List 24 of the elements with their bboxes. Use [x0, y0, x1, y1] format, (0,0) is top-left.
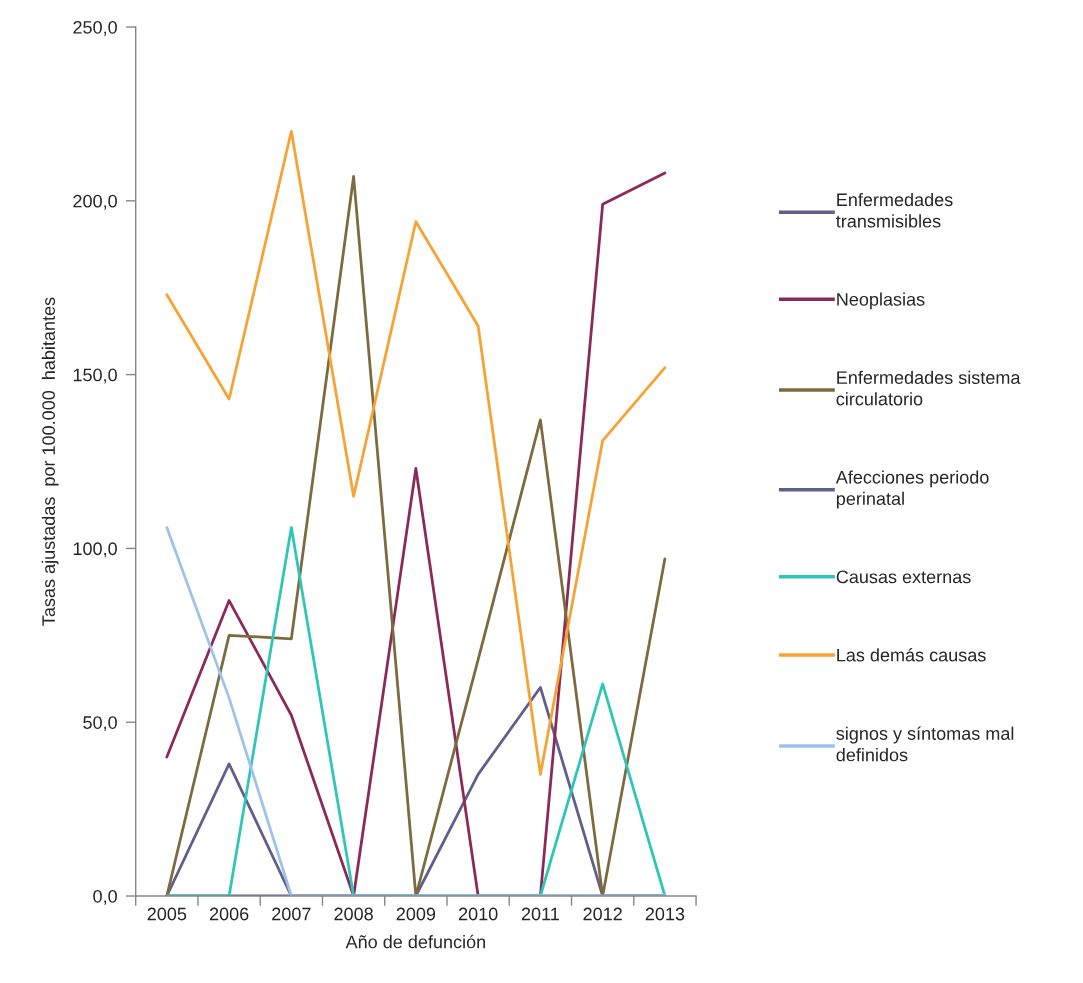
legend-label: Las demás causas — [837, 648, 986, 662]
legend-label: Enfermedades sistema circulatorio — [836, 370, 1021, 406]
x-tick-label: 2013 — [645, 907, 685, 921]
y-axis-title: Tasas ajustadas por 100.000 habitantes — [41, 297, 59, 626]
x-tick-label: 2008 — [334, 907, 373, 921]
y-tick-label: 100,0 — [73, 542, 117, 558]
x-tick-label: 2012 — [583, 907, 622, 921]
x-axis-title: Año de defunción — [345, 934, 485, 949]
y-tick-label: 200,0 — [73, 194, 117, 210]
y-tick-label: 250,0 — [73, 20, 117, 36]
x-tick-label: 2006 — [209, 907, 249, 921]
x-tick-label: 2007 — [272, 907, 311, 921]
y-tick-label: 50,0 — [83, 716, 117, 732]
x-tick-label: 2005 — [147, 907, 187, 921]
legend-label: signos y síntomas mal definidos — [836, 726, 1014, 762]
legend-label: Causas externas — [836, 570, 971, 584]
legend-label: Neoplasias — [837, 292, 925, 310]
y-tick-label: 150,0 — [73, 368, 117, 384]
y-tick-label: 0,0 — [93, 889, 117, 905]
x-tick-label: 2009 — [396, 907, 436, 921]
x-tick-label: 2010 — [458, 907, 498, 921]
legend-label: Enfermedades transmisibles — [836, 192, 953, 228]
x-tick-label: 2011 — [521, 907, 559, 921]
legend-label: Afecciones periodo perinatal — [835, 470, 989, 509]
